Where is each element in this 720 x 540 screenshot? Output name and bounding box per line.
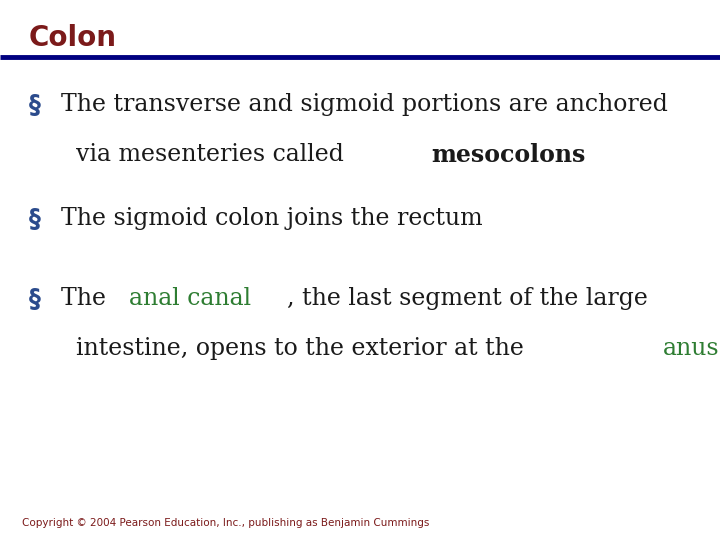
Text: via mesenteries called: via mesenteries called — [76, 143, 351, 166]
Text: Colon: Colon — [29, 24, 117, 52]
Text: §: § — [29, 287, 40, 311]
Text: anus: anus — [663, 337, 720, 360]
Text: Copyright © 2004 Pearson Education, Inc., publishing as Benjamin Cummings: Copyright © 2004 Pearson Education, Inc.… — [22, 518, 429, 528]
Text: anal canal: anal canal — [129, 287, 251, 310]
Text: §: § — [29, 93, 40, 117]
Text: mesocolons: mesocolons — [431, 143, 585, 166]
Text: , the last segment of the large: , the last segment of the large — [287, 287, 647, 310]
Text: §: § — [29, 207, 40, 231]
Text: The: The — [61, 287, 114, 310]
Text: The transverse and sigmoid portions are anchored: The transverse and sigmoid portions are … — [61, 93, 668, 116]
Text: intestine, opens to the exterior at the: intestine, opens to the exterior at the — [76, 337, 531, 360]
Text: The sigmoid colon joins the rectum: The sigmoid colon joins the rectum — [61, 207, 483, 230]
